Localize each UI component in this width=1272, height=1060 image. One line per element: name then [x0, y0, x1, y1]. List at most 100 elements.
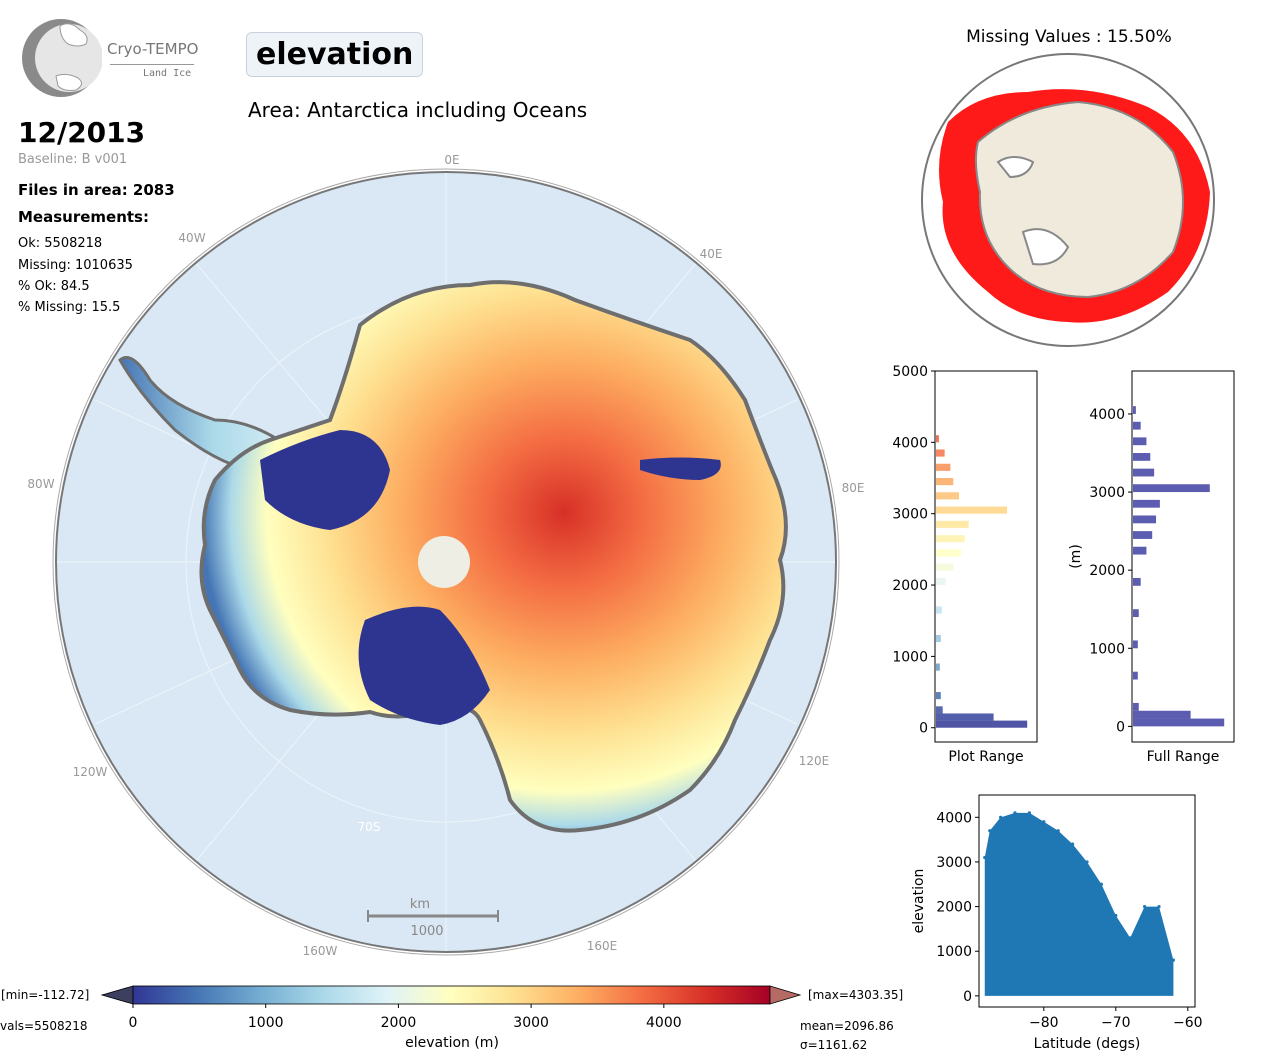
scatter-point [1042, 820, 1046, 824]
plot-range-hist-bar [936, 549, 961, 557]
plot-range-hist-ytick-label: 3000 [892, 507, 928, 523]
ok-percent: % Ok: 84.5 [18, 279, 90, 294]
full-range-hist-ytick-label: 4000 [1089, 407, 1125, 423]
scatter-ytick-label: 0 [963, 989, 972, 1005]
full-range-hist-bar [1133, 468, 1155, 477]
full-range-hist-bar [1133, 640, 1138, 649]
full-range-hist-ytick-label: 3000 [1089, 485, 1125, 501]
colorbar-axis-label: elevation (m) [405, 1035, 499, 1051]
colorbar-sigma-label: σ=1161.62 [800, 1038, 868, 1052]
full-range-hist-ytick-label: 2000 [1089, 563, 1125, 579]
missing-values-map [921, 53, 1215, 347]
scatter-point [1099, 882, 1103, 886]
scatter-frame [978, 794, 1196, 1008]
elevation-map: 0E 40W 40E 80W 80E 120W 120E 160W 160E 7… [27, 153, 865, 958]
plot-range-hist-bar [936, 563, 954, 571]
plot-range-hist-ytick-label: 1000 [892, 649, 928, 665]
ice-shelf-ross [358, 606, 490, 725]
full-range-hist-bar [1133, 515, 1157, 524]
scatter-point [1013, 811, 1017, 815]
colorbar-nvals-label: vals=5508218 [0, 1019, 88, 1033]
plot-range-hist-bar [936, 520, 969, 528]
ok-count: Ok: 5508218 [18, 236, 103, 251]
full-range-hist-bar [1133, 484, 1210, 493]
plot-range-hist-ytick-label: 2000 [892, 578, 928, 594]
date-label: 12/2013 [18, 116, 146, 149]
plot-range-hist-ytick-label: 0 [919, 721, 928, 737]
scatter-point [999, 815, 1003, 819]
scatter-point [1143, 904, 1147, 909]
plot-range-hist-bar [936, 692, 941, 700]
plot-range-hist-bar [936, 713, 994, 721]
missing-map-title: Missing Values : 15.50% [966, 27, 1172, 47]
lon-label-120e: 120E [799, 754, 830, 768]
colorbar-tick-label: 1000 [248, 1015, 284, 1031]
full-range-hist-bar [1133, 609, 1139, 618]
lon-label-40e: 40E [700, 247, 723, 261]
full-range-histogram: 0 1000 2000 3000 4000 Full Range (m) [1068, 370, 1235, 765]
files-count: Files in area: 2083 [18, 181, 175, 199]
plot-range-hist-bar [936, 478, 954, 486]
map-border [55, 171, 837, 953]
full-range-hist-frame [1131, 370, 1235, 743]
cryo-tempo-logo-icon [22, 19, 102, 97]
continent-elevation-shape [199, 280, 788, 833]
latitude-elevation-scatter: 0 1000 2000 3000 4000 −80 −70 −60 Latitude (degs… [911, 794, 1203, 1052]
scatter-point [1071, 842, 1075, 846]
scatter-point [1171, 958, 1175, 962]
plot-range-hist-bar [936, 506, 1008, 514]
full-range-hist-xlabel: Full Range [1147, 749, 1220, 765]
colorbar-tick-label: 4000 [646, 1015, 682, 1031]
plot-range-hist-ytick-label: 4000 [892, 435, 928, 451]
full-range-hist-ylabel: (m) [1068, 544, 1084, 569]
area-title: Area: Antarctica including Oceans [248, 98, 588, 122]
lon-label-40w: 40W [178, 231, 205, 245]
scatter-xtick-label: −80 [1029, 1015, 1059, 1031]
scatter-point [1027, 811, 1031, 815]
variable-title: elevation [246, 32, 424, 77]
scatter-ylabel: elevation [911, 869, 927, 934]
scatter-ytick-label: 2000 [936, 900, 972, 916]
logo-divider [110, 64, 194, 65]
scatter-ytick-label: 4000 [936, 810, 972, 826]
scatter-point [988, 829, 992, 833]
full-range-hist-bar [1133, 718, 1225, 727]
colorbar-max-label: [max=4303.35] [808, 988, 904, 1002]
missing-percent: % Missing: 15.5 [18, 300, 121, 315]
scatter-point [1157, 904, 1161, 909]
full-range-hist-bar [1133, 453, 1151, 461]
scatter-xlabel: Latitude (degs) [1034, 1036, 1141, 1052]
elevation-colorbar: 0 1000 2000 3000 4000 [100, 985, 802, 1031]
scatter-ytick-label: 3000 [936, 855, 972, 871]
full-range-hist-bar [1133, 702, 1139, 711]
scatter-point [1085, 860, 1089, 864]
lon-label-80w: 80W [27, 477, 54, 491]
full-range-hist-bar [1133, 671, 1138, 680]
plot-range-hist-bar [936, 577, 946, 586]
pole-hole [418, 536, 470, 588]
plot-range-hist-bar [936, 463, 951, 471]
plot-range-hist-bar [936, 449, 945, 457]
plot-range-hist-xlabel: Plot Range [948, 749, 1023, 765]
plot-range-hist-bar [936, 492, 960, 500]
lon-label-160w: 160W [303, 944, 338, 958]
ice-shelf-amery [640, 457, 721, 480]
lon-label-80e: 80E [842, 481, 865, 495]
plot-range-hist-bar [936, 535, 965, 543]
lon-label-120w: 120W [73, 765, 108, 779]
plot-range-hist-bar [936, 706, 943, 714]
full-range-hist-bar [1133, 546, 1147, 555]
logo-title: Cryo-TEMPO [107, 40, 199, 58]
colorbar-min-extend [100, 985, 134, 1005]
full-range-hist-bar [1133, 577, 1141, 586]
plot-range-hist-bar [936, 720, 1028, 728]
full-range-hist-bar [1133, 421, 1141, 430]
lon-label-160e: 160E [587, 939, 618, 953]
full-range-hist-ytick-label: 1000 [1089, 641, 1125, 657]
colorbar-max-extend [769, 985, 802, 1005]
scatter-point [983, 855, 987, 860]
scatter-xtick-label: −70 [1101, 1015, 1131, 1031]
scatter-point [1128, 936, 1132, 940]
lon-label-0e: 0E [444, 153, 459, 167]
missing-count: Missing: 1010635 [18, 258, 133, 273]
